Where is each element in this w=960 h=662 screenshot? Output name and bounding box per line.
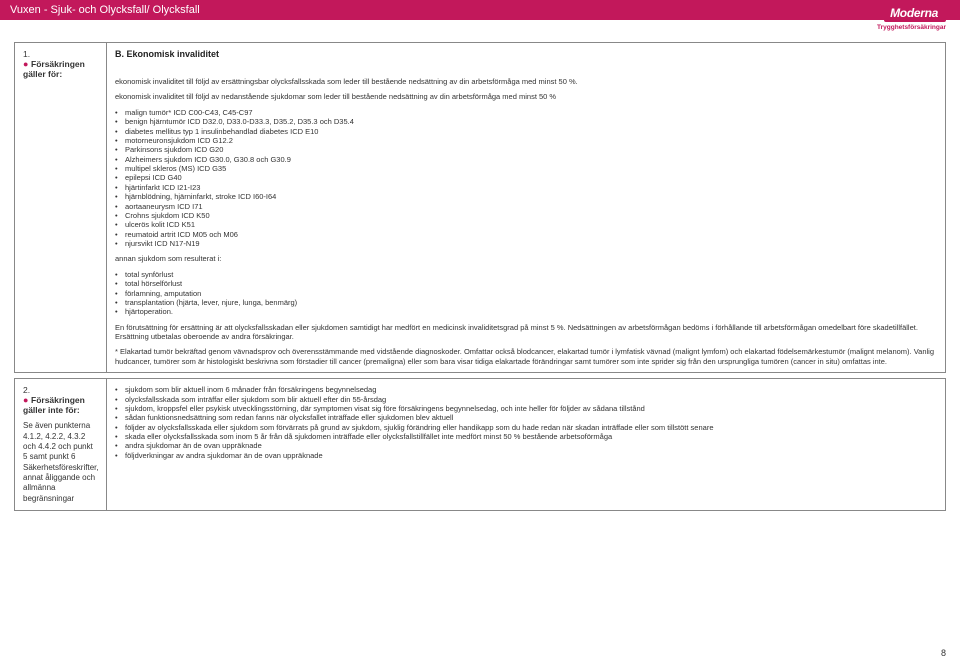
list-item: hjärtoperation. — [115, 307, 937, 316]
section-2-sub: Se även punkterna 4.1.2, 4.2.2, 4.3.2 oc… — [23, 421, 98, 504]
section-1-header-row: 1. ●Försäkringen gäller för: B. Ekonomis… — [15, 43, 946, 72]
section-1-label: Försäkringen gäller för: — [23, 59, 85, 79]
list-item: andra sjukdomar än de ovan uppräknade — [115, 441, 937, 450]
section-1-body: ekonomisk invaliditet till följd av ersä… — [107, 71, 946, 373]
logo-wordmark: Moderna — [884, 4, 946, 22]
list-item: Crohns sjukdom ICD K50 — [115, 211, 937, 220]
header-title: Vuxen - Sjuk- och Olycksfall/ Olycksfall — [10, 4, 200, 16]
list-item: följdverkningar av andra sjukdomar än de… — [115, 451, 937, 460]
section-2-num: 2. — [23, 385, 98, 395]
section-2-row: 2. ●Försäkringen gäller inte för: Se äve… — [15, 379, 946, 511]
list-item: hjärtinfarkt ICD I21-I23 — [115, 183, 937, 192]
list-item: olycksfallsskada som inträffar eller sju… — [115, 395, 937, 404]
list-item: total synförlust — [115, 270, 937, 279]
list-item: sjukdom som blir aktuell inom 6 månader … — [115, 385, 937, 394]
list-item: motorneuronsjukdom ICD G12.2 — [115, 136, 937, 145]
section-2-label-cell: 2. ●Försäkringen gäller inte för: Se äve… — [15, 379, 107, 511]
list-item: diabetes mellitus typ 1 insulinbehandlad… — [115, 127, 937, 136]
list-item: reumatoid artrit ICD M05 och M06 — [115, 230, 937, 239]
list-b-intro: annan sjukdom som resulterat i: — [115, 254, 937, 263]
list-item: Parkinsons sjukdom ICD G20 — [115, 145, 937, 154]
list-item: sjukdom, kroppsfel eller psykisk utveckl… — [115, 404, 937, 413]
section-1-intro1: ekonomisk invaliditet till följd av ersä… — [115, 77, 937, 86]
list-item: njursvikt ICD N17-N19 — [115, 239, 937, 248]
list-item: transplantation (hjärta, lever, njure, l… — [115, 298, 937, 307]
list-item: sådan funktionsnedsättning som redan fan… — [115, 413, 937, 422]
section-2-body: sjukdom som blir aktuell inom 6 månader … — [107, 379, 946, 511]
list-item: aortaaneurysm ICD I71 — [115, 202, 937, 211]
page-number: 8 — [941, 648, 946, 658]
section-1-para1: En förutsättning för ersättning är att o… — [115, 323, 937, 342]
list-item: malign tumör* ICD C00-C43, C45-C97 — [115, 108, 937, 117]
list-item: benign hjärntumör ICD D32.0, D33.0-D33.3… — [115, 117, 937, 126]
exclusions-list: sjukdom som blir aktuell inom 6 månader … — [115, 385, 937, 460]
section-1-num: 1. — [23, 49, 98, 59]
section-1-title-cell: B. Ekonomisk invaliditet — [107, 43, 946, 72]
conditions-list-a: malign tumör* ICD C00-C43, C45-C97benign… — [115, 108, 937, 249]
terms-table: 1. ●Försäkringen gäller för: B. Ekonomis… — [14, 42, 946, 511]
bullet-icon: ● — [23, 395, 31, 405]
document-body: 1. ●Försäkringen gäller för: B. Ekonomis… — [0, 20, 960, 511]
brand-logo: Moderna Trygghetsförsäkringar — [877, 4, 946, 31]
bullet-icon: ● — [23, 59, 31, 69]
section-1-title: B. Ekonomisk invaliditet — [115, 49, 937, 59]
list-item: följder av olycksfallsskada eller sjukdo… — [115, 423, 937, 432]
list-item: total hörselförlust — [115, 279, 937, 288]
section-2-label: Försäkringen gäller inte för: — [23, 395, 85, 415]
section-1-body-row: ekonomisk invaliditet till följd av ersä… — [15, 71, 946, 373]
conditions-list-b: total synförlusttotal hörselförlustförla… — [115, 270, 937, 317]
page-header: Vuxen - Sjuk- och Olycksfall/ Olycksfall — [0, 0, 960, 20]
section-1-intro2: ekonomisk invaliditet till följd av neda… — [115, 92, 937, 101]
section-1-label-cell: 1. ●Försäkringen gäller för: — [15, 43, 107, 373]
list-item: skada eller olycksfallsskada som inom 5 … — [115, 432, 937, 441]
list-item: epilepsi ICD G40 — [115, 173, 937, 182]
logo-tagline: Trygghetsförsäkringar — [877, 24, 946, 31]
list-item: ulcerös kolit ICD K51 — [115, 220, 937, 229]
list-item: Alzheimers sjukdom ICD G30.0, G30.8 och … — [115, 155, 937, 164]
section-1-para2: * Elakartad tumör bekräftad genom vävnad… — [115, 347, 937, 366]
list-item: multipel skleros (MS) ICD G35 — [115, 164, 937, 173]
list-item: förlamning, amputation — [115, 289, 937, 298]
list-item: hjärnblödning, hjärninfarkt, stroke ICD … — [115, 192, 937, 201]
